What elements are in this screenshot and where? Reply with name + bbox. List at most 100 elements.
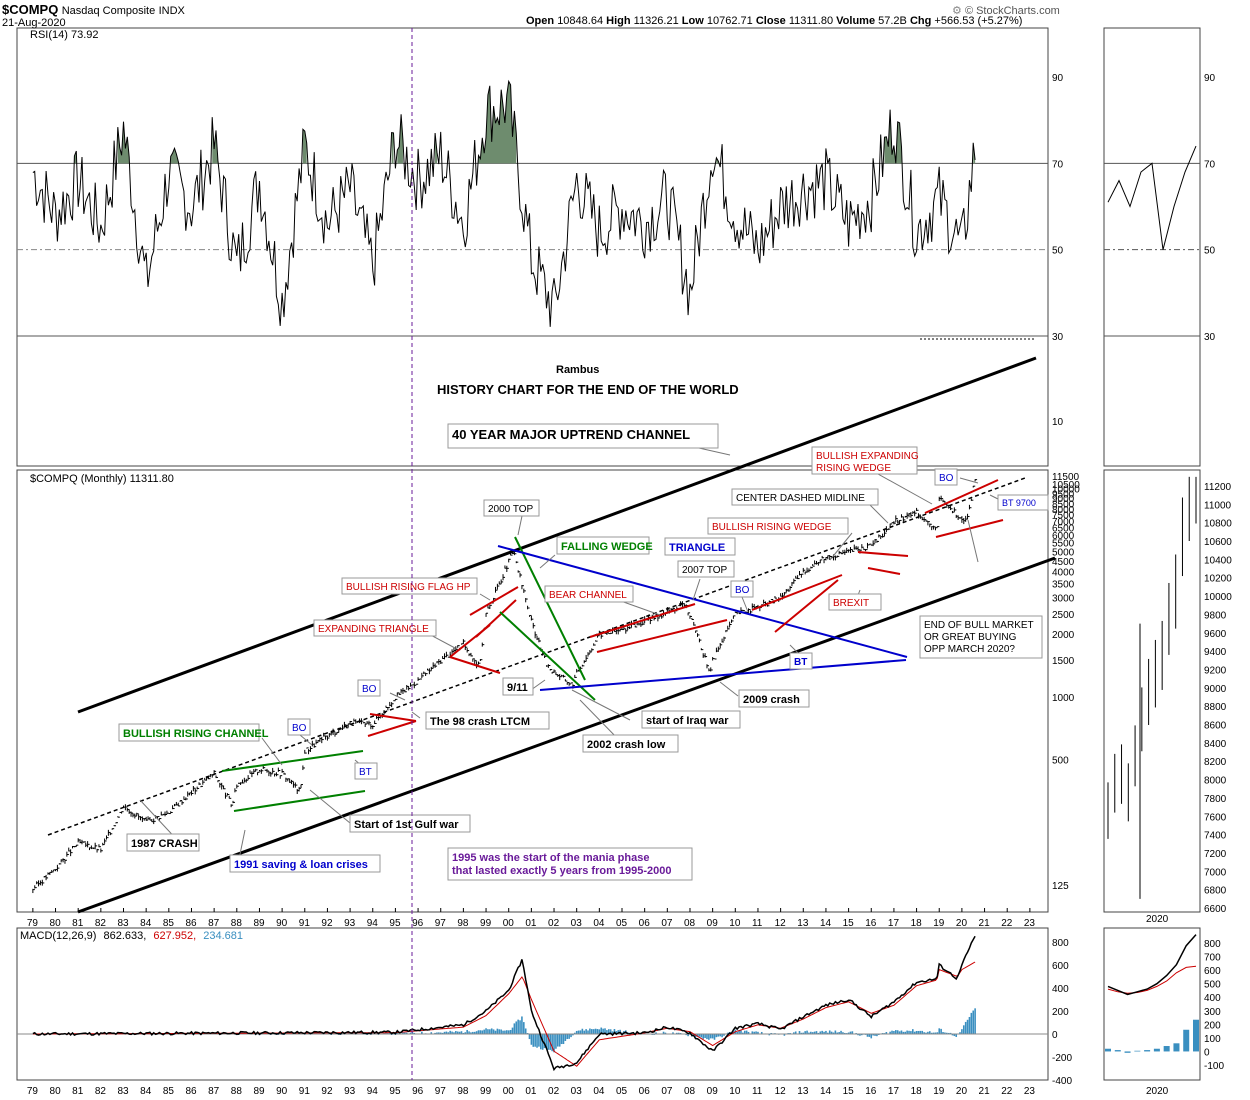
macd-hist-bar — [830, 1031, 833, 1034]
author-label: Rambus — [556, 364, 599, 376]
macd-hist-bar — [708, 1034, 710, 1040]
price-tick-label: 6000 — [1052, 531, 1075, 542]
macd-hist-bar — [694, 1034, 697, 1038]
macd-x-tick-label: 23 — [1024, 1086, 1036, 1097]
daily-price-tick-label: 10000 — [1204, 592, 1232, 603]
price-x-tick-label: 19 — [933, 918, 945, 929]
macd-hist-bar — [496, 1028, 499, 1034]
macd-x-tick-label: 82 — [95, 1086, 107, 1097]
macd-hist-bar — [524, 1028, 527, 1034]
daily-panels: 90 70 50 30 11200 11000 10800 10600 10400 10200 10… — [1104, 73, 1232, 1097]
macd-line — [32, 935, 976, 1072]
macd-hist-bar — [604, 1028, 606, 1034]
macd-hist-bar — [810, 1031, 812, 1034]
rsi-overbought-area — [74, 151, 77, 164]
low-value: 10762.71 — [706, 15, 753, 27]
price-x-tick-label: 99 — [480, 918, 492, 929]
bt-2012-label-box — [789, 652, 813, 670]
daily-price-tick-label: 11200 — [1204, 482, 1232, 493]
rsi-overbought-fill — [74, 81, 976, 164]
macd-hist-bar — [583, 1030, 586, 1034]
midline-label-box — [731, 488, 879, 506]
macd-hist-bar — [692, 1034, 695, 1036]
macd-hist-bar — [456, 1031, 459, 1034]
pattern-line — [499, 611, 596, 701]
pattern-line — [935, 519, 1004, 538]
macd-hist-bar — [794, 1031, 797, 1034]
price-tick-label: 125 — [1052, 881, 1069, 892]
macd-hist-bar — [760, 1031, 763, 1034]
macd-hist-bar — [974, 1008, 976, 1034]
daily-macd-hist-bar — [1134, 1050, 1141, 1052]
macd-hist-bar — [942, 1032, 944, 1034]
macd-hist-bar — [513, 1023, 516, 1034]
macd-hist-bar — [721, 1034, 723, 1038]
rising-flag-label-box — [341, 577, 478, 595]
macd-x-tick-label: 17 — [888, 1086, 900, 1097]
macd-hist-bar — [702, 1034, 705, 1039]
rising-flag-label-text: BULLISH RISING FLAG HP — [346, 582, 471, 593]
macd-hist-bar — [736, 1031, 738, 1034]
macd-hist-bar — [921, 1030, 924, 1034]
pattern-line — [514, 536, 586, 681]
crash-2009-label: 2009 crash — [738, 689, 810, 708]
symbol: $COMPQ — [2, 2, 59, 17]
header-symbol-line: $COMPQ Nasdaq Composite INDX — [2, 2, 185, 17]
macd-x-tick-label: 98 — [457, 1086, 469, 1097]
price-x-tick-label: 90 — [276, 918, 288, 929]
volume-value: 57.2B — [878, 15, 907, 27]
macd-hist-bar — [719, 1034, 721, 1037]
macd-hist-bar — [441, 1032, 444, 1034]
daily-price-tick-label: 8000 — [1204, 776, 1227, 787]
price-x-tick-label: 81 — [72, 918, 84, 929]
ohlc-readout: Open 10848.64 High 11326.21 Low 10762.71… — [526, 15, 1022, 27]
mania-label-box — [447, 847, 693, 881]
price-x-tick-label: 08 — [684, 918, 696, 929]
callout-leader — [829, 532, 853, 561]
daily-macd-tick-label: 700 — [1204, 953, 1221, 964]
macd-hist-bar — [557, 1034, 559, 1047]
price-x-tick-label: 12 — [775, 918, 787, 929]
macd-hist-bar — [662, 1031, 665, 1034]
macd-hist-bar — [492, 1029, 495, 1034]
rsi-tick-label: 90 — [1052, 73, 1064, 84]
macd-hist-bar — [889, 1031, 891, 1034]
macd-x-tick-label: 19 — [933, 1086, 945, 1097]
macd-hist-bar — [813, 1031, 816, 1034]
annotation-labels: 40 YEAR MAJOR UPTREND CHANNEL BULLISH EXP… — [118, 364, 1049, 881]
bt-1993-label-text: BT — [359, 767, 372, 778]
gulf-war-label: Start of 1st Gulf war — [349, 814, 471, 833]
macd-hist-bar — [900, 1030, 903, 1034]
end-bull-label-box — [919, 615, 1043, 659]
macd-hist-bar — [543, 1034, 546, 1049]
macd-hist-bar — [904, 1031, 907, 1034]
macd-hist-bar — [768, 1034, 771, 1036]
macd-hist-bar — [560, 1034, 563, 1045]
macd-hist-bar — [473, 1031, 476, 1034]
crash-98-label-text: The 98 crash LTCM — [430, 716, 530, 728]
rsi-axis: 90 70 50 30 10 — [17, 73, 1064, 428]
callout-leader — [967, 519, 979, 563]
macd-legend-value: 862.633, — [103, 930, 146, 942]
price-x-tick-label: 20 — [956, 918, 968, 929]
pattern-line — [367, 720, 417, 737]
chg-label: Chg — [909, 15, 932, 27]
price-tick-label: 4000 — [1052, 568, 1075, 579]
macd-hist-bar — [383, 1032, 385, 1034]
price-x-tick-label: 89 — [253, 918, 265, 929]
macd-hist-bar — [443, 1031, 446, 1034]
panel-frames — [16, 27, 1201, 1081]
bo-2010-label-text: BO — [735, 585, 750, 596]
macd-hist-bar — [438, 1032, 440, 1034]
crash-1987-label-box — [126, 833, 200, 852]
price-x-tick-label: 93 — [344, 918, 356, 929]
macd-hist-bar — [558, 1034, 561, 1047]
channel-label-text: 40 YEAR MAJOR UPTREND CHANNEL — [452, 427, 690, 442]
bear-channel-label-text: BEAR CHANNEL — [549, 590, 627, 601]
macd-hist-bar — [913, 1031, 916, 1034]
price-panel: $COMPQ (Monthly) 11311.80 12550010001500… — [27, 356, 1080, 929]
daily-macd-tick-label: 100 — [1204, 1034, 1221, 1045]
pattern-line — [774, 579, 839, 633]
bo-1992-label-box — [287, 718, 311, 736]
price-tick-label: 1500 — [1052, 656, 1075, 667]
